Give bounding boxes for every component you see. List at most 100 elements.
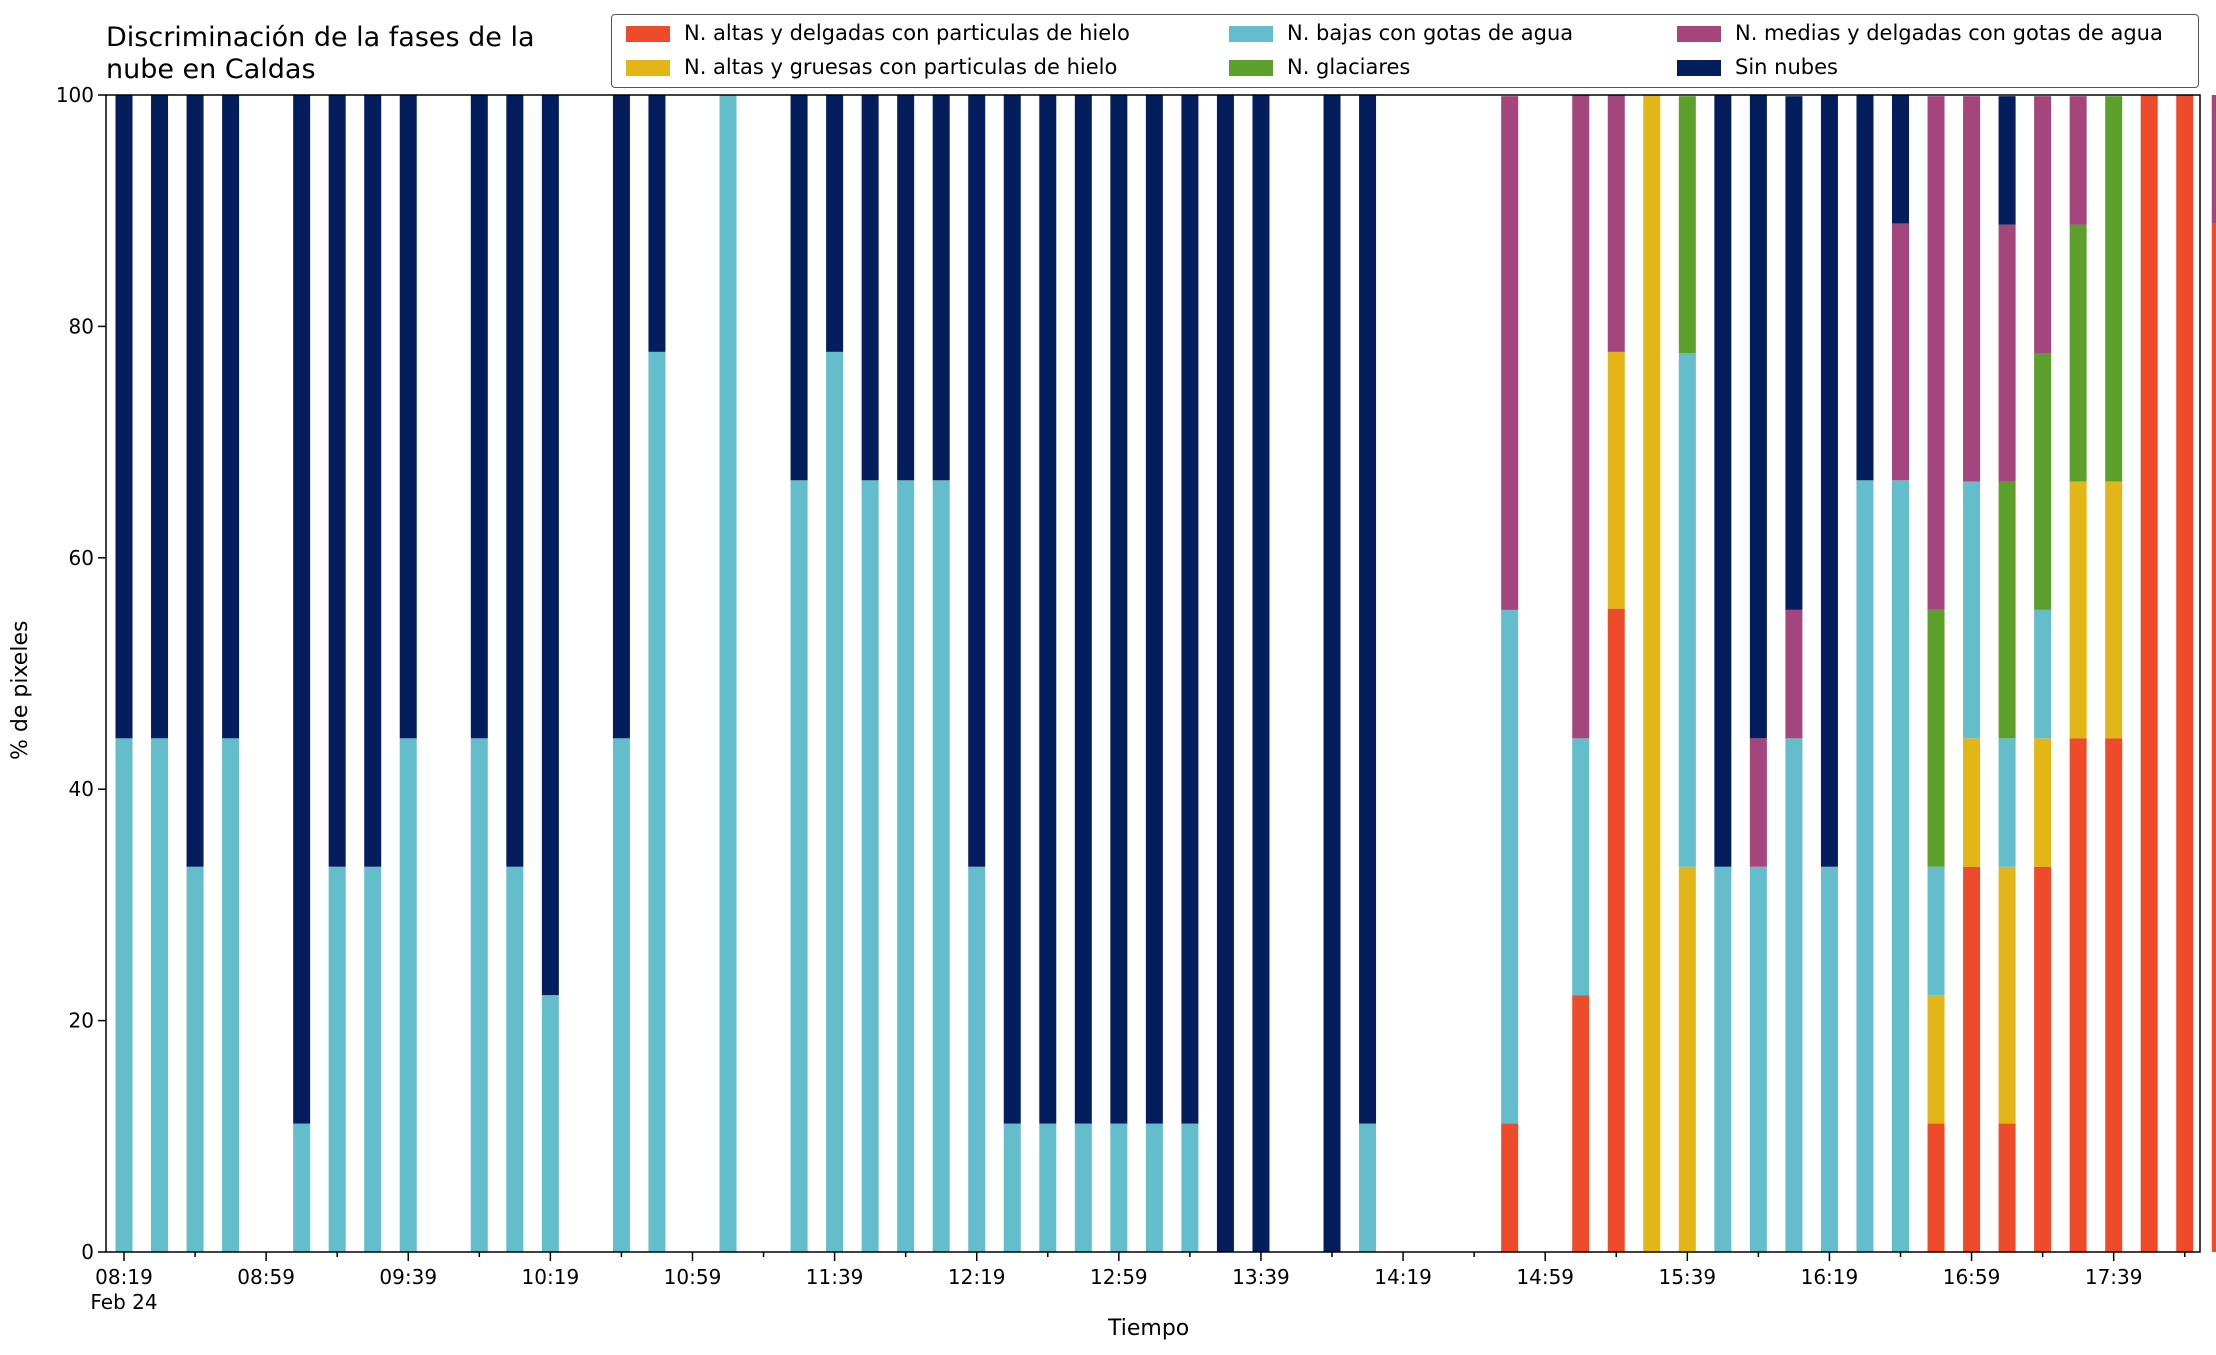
- bar-segment: [826, 351, 844, 1252]
- bar-segment: [1820, 95, 1838, 867]
- bar-segment: [115, 95, 133, 739]
- legend-label: N. altas y delgadas con particulas de hi…: [684, 21, 1130, 45]
- bar-segment: [1714, 95, 1732, 867]
- bar-segment: [1927, 866, 1945, 996]
- bar-segment: [1749, 738, 1767, 867]
- bar-segment: [1856, 95, 1874, 481]
- bars-layer: [115, 95, 2216, 1252]
- bar-segment: [151, 738, 169, 1252]
- legend-label: N. bajas con gotas de agua: [1287, 21, 1574, 45]
- plot-frame: [105, 94, 2201, 1253]
- bar-segment: [897, 480, 915, 1252]
- bar-segment: [1572, 95, 1590, 739]
- bar-segment: [1572, 738, 1590, 996]
- bar-segment: [364, 866, 382, 1252]
- y-tick-label: 40: [69, 777, 94, 801]
- bar-segment: [2069, 481, 2087, 739]
- bar-segment: [2140, 95, 2158, 1252]
- bar-segment: [2105, 96, 2123, 482]
- bar-segment: [1181, 95, 1199, 1124]
- bar-segment: [541, 995, 559, 1252]
- bar-segment: [1963, 481, 1981, 739]
- bar-segment: [1003, 95, 1021, 1124]
- bar-segment: [1998, 481, 2016, 739]
- axes-layer: 0 20 40 60 80 100 08:19 08:59 09:39 10:19 10:59 11:…: [56, 83, 2201, 1314]
- bar-segment: [719, 95, 737, 1252]
- bar-segment: [1501, 1123, 1519, 1252]
- bar-segment: [1749, 866, 1767, 1252]
- bar-segment: [790, 95, 808, 481]
- legend-item: N. medias y delgadas con gotas de agua: [1677, 21, 2163, 45]
- x-tick-label: 10:59: [664, 1265, 722, 1289]
- bar-segment: [151, 95, 169, 739]
- bar-segment: [2034, 866, 2052, 1252]
- bar-segment: [1216, 95, 1234, 1252]
- bar-segment: [1749, 95, 1767, 739]
- bar-segment: [328, 95, 346, 867]
- bar-segment: [186, 866, 204, 1252]
- bar-segment: [399, 95, 417, 739]
- bar-segment: [2069, 738, 2087, 1252]
- bar-segment: [1572, 995, 1590, 1252]
- bar-segment: [968, 95, 986, 867]
- bar-segment: [2034, 353, 2052, 610]
- bar-segment: [612, 95, 630, 739]
- bar-segment: [1785, 609, 1803, 739]
- bar-segment: [1678, 866, 1696, 1252]
- bar-segment: [1501, 609, 1519, 1124]
- bar-segment: [1678, 353, 1696, 867]
- legend-item: N. altas y gruesas con particulas de hie…: [626, 55, 1117, 79]
- x-tick-label: 14:59: [1516, 1265, 1574, 1289]
- bar-segment: [2069, 96, 2087, 225]
- legend-item: Sin nubes: [1677, 55, 1838, 79]
- bar-segment: [506, 866, 524, 1252]
- legend-item: N. altas y delgadas con particulas de hi…: [626, 21, 1130, 45]
- bar-segment: [1856, 480, 1874, 1252]
- x-tick-label: 12:59: [1090, 1265, 1148, 1289]
- bar-segment: [861, 480, 879, 1252]
- bar-segment: [506, 95, 524, 867]
- bar-segment: [1892, 480, 1909, 1252]
- legend-swatch: [626, 26, 670, 42]
- bar-segment: [186, 95, 204, 867]
- bar-segment: [1785, 96, 1803, 610]
- y-tick-label: 20: [69, 1009, 94, 1033]
- bar-segment: [1323, 95, 1341, 1252]
- y-axis-label: % de pixeles: [8, 620, 33, 760]
- bar-segment: [1607, 95, 1625, 352]
- bar-segment: [1892, 223, 1909, 481]
- bar-segment: [470, 738, 488, 1252]
- bar-segment: [364, 95, 382, 867]
- x-tick-label: 14:19: [1374, 1265, 1432, 1289]
- bar-segment: [399, 738, 417, 1252]
- bar-segment: [2211, 95, 2216, 224]
- bar-segment: [2034, 609, 2052, 739]
- bar-segment: [1927, 96, 1945, 610]
- bar-segment: [932, 480, 950, 1252]
- bar-segment: [1003, 1123, 1021, 1252]
- legend-label: N. glaciares: [1287, 55, 1411, 79]
- x-tick-label: 10:19: [522, 1265, 580, 1289]
- legend-swatch: [1677, 60, 1721, 76]
- bar-segment: [222, 738, 240, 1252]
- legend-swatch: [626, 60, 670, 76]
- bar-segment: [1145, 1123, 1163, 1252]
- bar-segment: [1892, 95, 1909, 224]
- bar-segment: [293, 95, 311, 1124]
- bar-segment: [1714, 866, 1732, 1252]
- bar-segment: [2176, 95, 2194, 1252]
- bar-segment: [1501, 96, 1519, 610]
- x-tick-label: 12:19: [948, 1265, 1006, 1289]
- bar-segment: [2105, 738, 2123, 1252]
- bar-segment: [1145, 95, 1163, 1124]
- bar-segment: [1039, 1123, 1057, 1252]
- x-tick-label: 08:19: [95, 1265, 153, 1289]
- legend-item: N. bajas con gotas de agua: [1229, 21, 1573, 45]
- bar-segment: [1998, 738, 2016, 867]
- x-tick-label: 16:59: [1943, 1265, 2001, 1289]
- legend-label: N. altas y gruesas con particulas de hie…: [684, 55, 1118, 79]
- bar-segment: [2034, 96, 2052, 354]
- bar-segment: [293, 1123, 311, 1252]
- bar-segment: [1359, 1123, 1377, 1252]
- bar-segment: [968, 866, 986, 1252]
